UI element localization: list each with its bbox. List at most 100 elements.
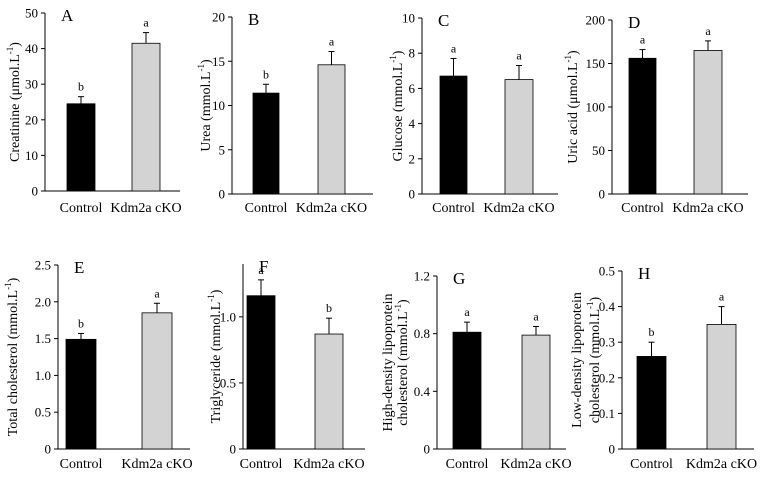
y-tick-label: 0.2 bbox=[599, 370, 615, 385]
panel-f: 0 0.5 1.0 a Control b Kdm2a cKO F Triglyceride (… bbox=[206, 257, 365, 472]
panel-letter: F bbox=[259, 257, 268, 276]
bar-control bbox=[636, 356, 667, 450]
significance-letter: a bbox=[464, 305, 470, 319]
y-tick-label: 20 bbox=[25, 112, 38, 127]
panel-a: 0 10 20 30 40 50 b Control a Kdm2a cKO A Creatinine… bbox=[5, 6, 182, 217]
y-tick-label: 0.5 bbox=[35, 405, 51, 420]
y-tick-label: 2 bbox=[409, 151, 416, 166]
y-axis-label: Triglyceride (mmol.L-1) bbox=[206, 289, 224, 423]
significance-letter: b bbox=[78, 80, 84, 94]
y-tick-label: 0 bbox=[230, 442, 237, 457]
y-tick-label: 0 bbox=[609, 442, 616, 457]
panel-letter: H bbox=[638, 264, 650, 283]
bar-kdm2a-cko bbox=[504, 79, 534, 195]
category-label: Kdm2a cKO bbox=[483, 201, 554, 216]
panel-letter: E bbox=[74, 258, 84, 277]
panel-g: 0 0.4 0.8 1.2 a Control a Kdm2a cKO G High-densit… bbox=[381, 269, 572, 473]
y-tick-label: 0.5 bbox=[220, 375, 236, 390]
bar-control bbox=[65, 338, 97, 450]
y-axis-label: Uric acid (μmol.L-1) bbox=[563, 50, 581, 164]
panel-c: 0 2 4 6 8 10 a Control a Kdm2a cKO C Glucose (mmol.… bbox=[388, 11, 558, 216]
panel-letter: C bbox=[438, 11, 449, 30]
y-tick-label: 0 bbox=[424, 442, 431, 457]
y-tick-label: 0.3 bbox=[599, 335, 615, 350]
y-tick-label: 10 bbox=[402, 11, 415, 26]
panel-d: 0 50 100 150 200 a Control a Kdm2a cKO D Uric acid… bbox=[563, 13, 748, 216]
category-label: Kdm2a cKO bbox=[500, 457, 571, 472]
y-tick-label: 0.1 bbox=[599, 406, 615, 421]
significance-letter: a bbox=[258, 263, 264, 277]
bar-control bbox=[252, 92, 280, 195]
y-axis-label: cholesterol (mmol.L-1) bbox=[393, 299, 411, 426]
significance-letter: a bbox=[451, 41, 457, 55]
category-label: Kdm2a cKO bbox=[296, 201, 367, 216]
panel-b: 0 5 10 15 20 b Control a Kdm2a cKO B Urea (mmol.L-… bbox=[196, 10, 373, 216]
y-axis-label: Low-density lipoprotein bbox=[570, 292, 585, 428]
y-tick-label: 0 bbox=[599, 187, 606, 202]
y-tick-label: 10 bbox=[212, 98, 225, 113]
significance-letter: b bbox=[78, 316, 84, 330]
category-label: Kdm2a cKO bbox=[672, 201, 743, 216]
category-label: Control bbox=[245, 201, 288, 216]
y-tick-label: 50 bbox=[592, 143, 605, 158]
bar-control bbox=[452, 331, 482, 450]
significance-letter: a bbox=[329, 35, 335, 49]
y-tick-label: 100 bbox=[586, 100, 606, 115]
significance-letter: a bbox=[640, 33, 646, 47]
y-axis-label: cholesterol (mmol.L-1) bbox=[585, 296, 603, 423]
y-tick-label: 0 bbox=[219, 187, 226, 202]
y-tick-label: 0 bbox=[409, 187, 416, 202]
category-label: Kdm2a cKO bbox=[293, 457, 364, 472]
y-tick-label: 1.0 bbox=[35, 368, 51, 383]
y-tick-label: 0.8 bbox=[414, 326, 430, 341]
bar-kdm2a-cko bbox=[317, 64, 346, 195]
bar-kdm2a-cko bbox=[706, 323, 737, 450]
category-label: Control bbox=[432, 201, 475, 216]
y-tick-label: 0.4 bbox=[599, 299, 616, 314]
y-tick-label: 2.0 bbox=[35, 294, 51, 309]
category-label: Kdm2a cKO bbox=[110, 201, 181, 216]
y-tick-label: 1.2 bbox=[414, 269, 430, 284]
y-tick-label: 2.5 bbox=[35, 258, 51, 273]
category-label: Control bbox=[240, 457, 283, 472]
bar-kdm2a-cko bbox=[141, 312, 173, 450]
panel-letter: D bbox=[628, 13, 640, 32]
panel-letter: G bbox=[453, 269, 465, 288]
y-tick-label: 0 bbox=[32, 184, 39, 199]
y-tick-label: 0.5 bbox=[599, 264, 615, 279]
y-tick-label: 6 bbox=[409, 81, 416, 96]
bar-control bbox=[439, 75, 468, 195]
y-tick-label: 1.5 bbox=[35, 331, 51, 346]
significance-letter: b bbox=[326, 301, 332, 315]
y-tick-label: 4 bbox=[409, 116, 416, 131]
bar-kdm2a-cko bbox=[131, 42, 161, 192]
significance-letter: a bbox=[143, 16, 149, 30]
significance-letter: a bbox=[516, 49, 522, 63]
significance-letter: b bbox=[263, 67, 269, 81]
y-tick-label: 15 bbox=[212, 54, 225, 69]
panel-letter: B bbox=[248, 10, 259, 29]
category-label: Control bbox=[630, 457, 673, 472]
bar-control bbox=[246, 295, 276, 450]
y-tick-label: 200 bbox=[586, 13, 606, 28]
y-tick-label: 0.4 bbox=[414, 384, 431, 399]
y-axis-label: Glucose (mmol.L-1) bbox=[388, 50, 406, 161]
y-tick-label: 150 bbox=[586, 56, 606, 71]
category-label: Kdm2a cKO bbox=[121, 457, 192, 472]
y-tick-label: 50 bbox=[25, 6, 38, 21]
significance-letter: a bbox=[533, 309, 539, 323]
y-tick-label: 30 bbox=[25, 77, 38, 92]
panel-e: 0 0.5 1.0 1.5 2.0 2.5 b Control a Kdm2a cKO E Total… bbox=[3, 258, 193, 473]
bar-kdm2a-cko bbox=[314, 333, 344, 450]
panel-h: 0 0.1 0.2 0.3 0.4 0.5 b Control a Kdm2a cKO H Low-d… bbox=[570, 264, 757, 473]
category-label: Control bbox=[446, 457, 489, 472]
y-tick-label: 8 bbox=[409, 46, 416, 61]
panel-letter: A bbox=[61, 6, 74, 25]
y-axis-label: High-density lipoprotein bbox=[381, 293, 396, 431]
significance-letter: b bbox=[649, 325, 655, 339]
y-tick-label: 0 bbox=[45, 442, 52, 457]
y-tick-label: 5 bbox=[219, 142, 226, 157]
y-axis-label: Urea (mmol.L-1) bbox=[196, 59, 214, 152]
significance-letter: a bbox=[705, 24, 711, 38]
